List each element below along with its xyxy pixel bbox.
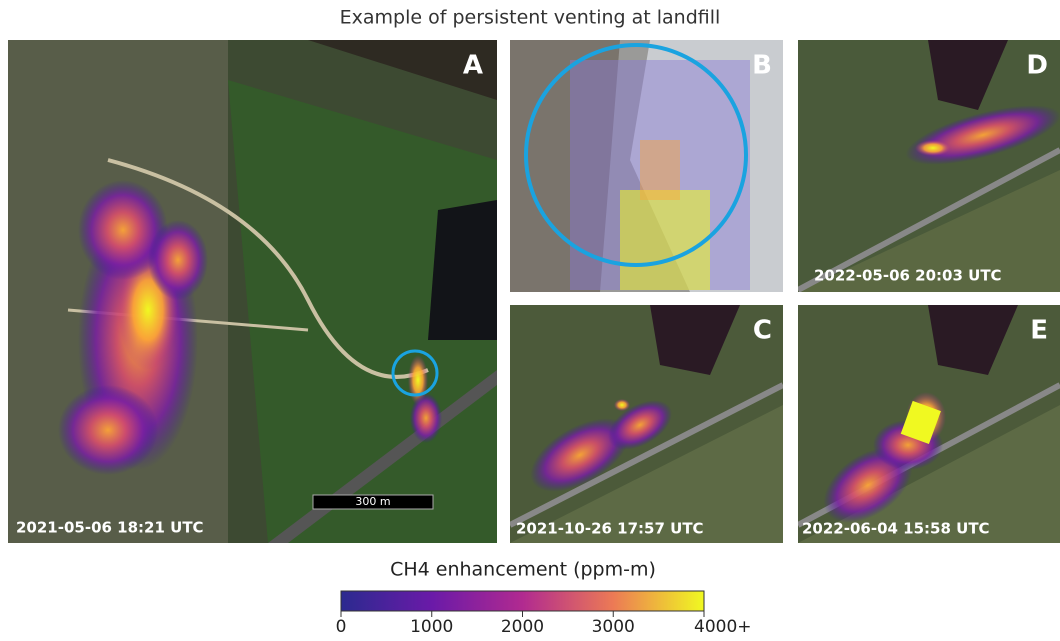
panel-letter: D: [1026, 51, 1048, 81]
panel-letter: C: [753, 316, 772, 346]
scale-bar-label: 300 m: [355, 495, 390, 508]
colorbar-tick-label: 4000+: [694, 617, 752, 637]
panel-timestamp: 2021-05-06 18:21 UTC: [16, 519, 204, 537]
panel-timestamp: 2022-06-04 15:58 UTC: [802, 520, 990, 538]
panel-e: E 2022-06-04 15:58 UTC: [798, 305, 1060, 543]
panel-d: D 2022-05-06 20:03 UTC: [798, 40, 1060, 292]
panel-letter: A: [463, 51, 483, 81]
colorbar: [341, 591, 704, 611]
colorbar-tick-label: 3000: [592, 617, 635, 637]
panel-timestamp: 2021-10-26 17:57 UTC: [516, 520, 704, 538]
colorbar-tick-label: 2000: [501, 617, 544, 637]
colorbar-tick-label: 0: [336, 617, 347, 637]
figure: Example of persistent venting at landfil…: [0, 0, 1060, 637]
colorbar-ticks: 0 1000 2000 3000 4000+: [336, 611, 752, 637]
figure-title: Example of persistent venting at landfil…: [340, 7, 721, 29]
panel-b: B: [510, 40, 783, 292]
panel-a: 300 m A 2021-05-06 18:21 UTC: [8, 40, 497, 543]
panel-c: C 2021-10-26 17:57 UTC: [510, 305, 783, 543]
panel-timestamp: 2022-05-06 20:03 UTC: [814, 267, 1002, 285]
colorbar-title: CH4 enhancement (ppm-m): [390, 559, 656, 581]
panel-letter: E: [1030, 316, 1048, 346]
colorbar-tick-label: 1000: [410, 617, 453, 637]
panel-letter: B: [752, 51, 772, 81]
